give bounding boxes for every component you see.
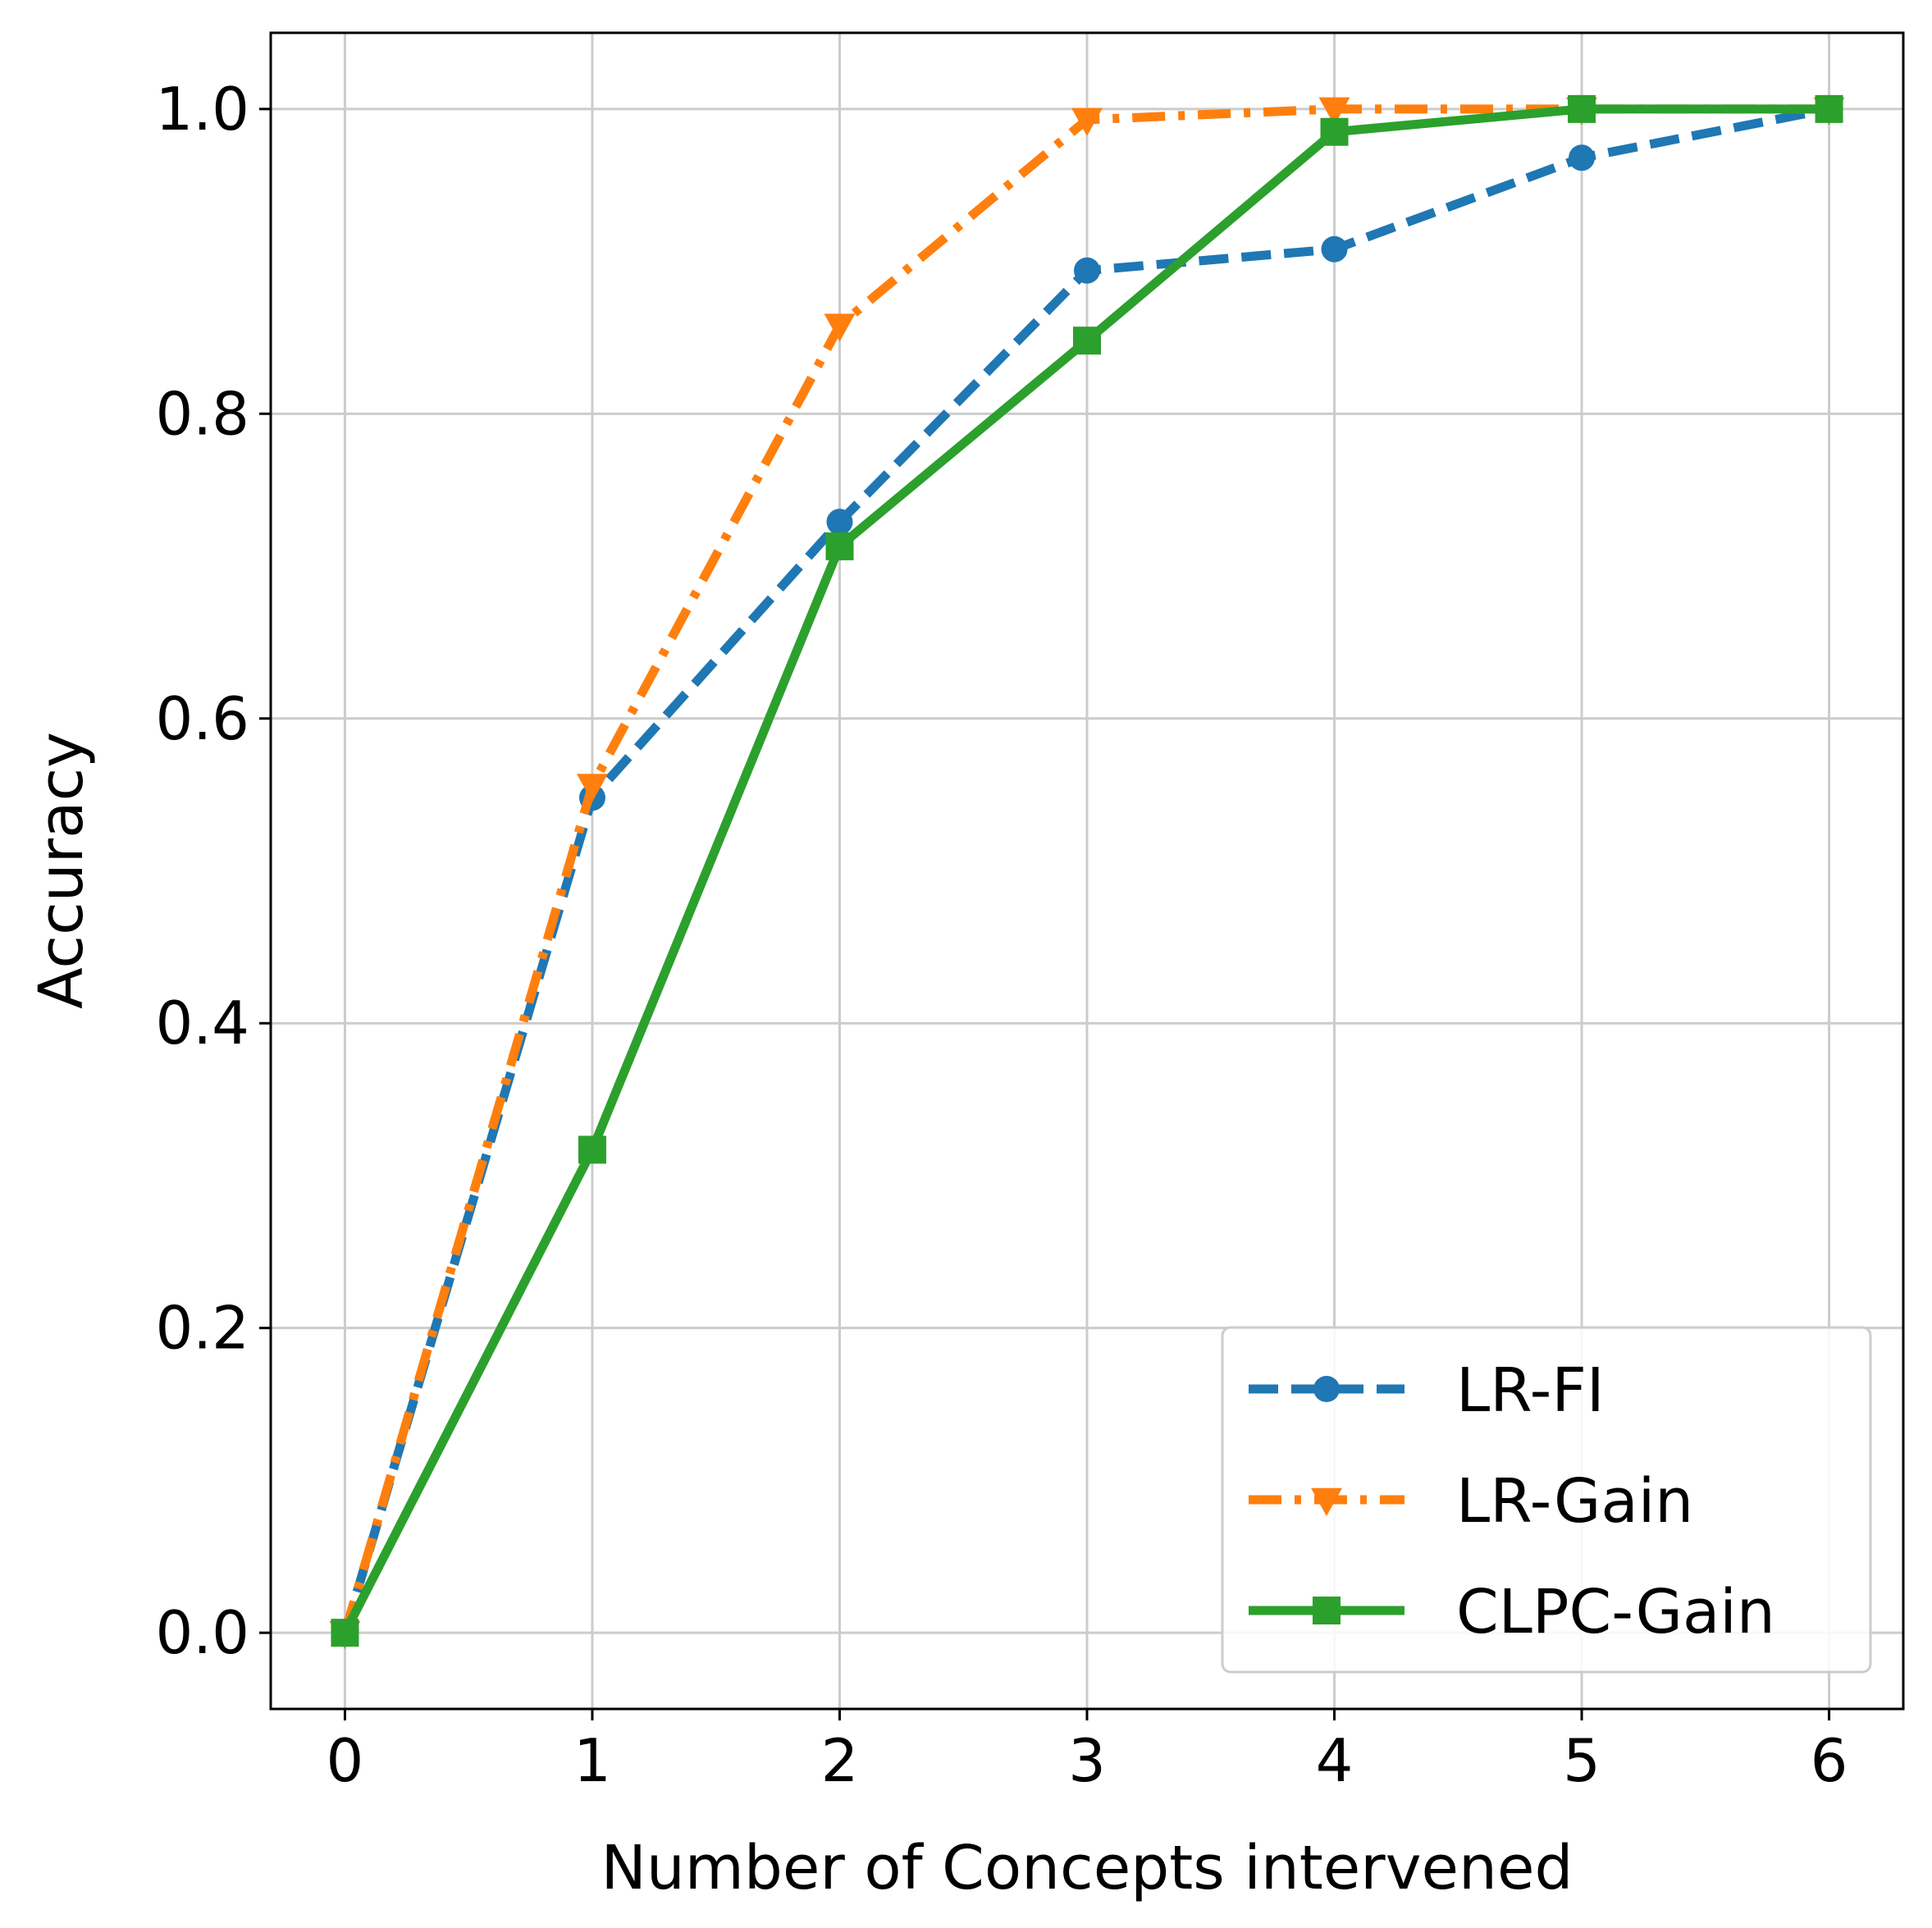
legend: LR-FI LR-Gain CLPC-Gain: [1221, 1326, 1872, 1674]
series-clpc-gain: [331, 94, 1843, 1647]
data-point: [1815, 94, 1843, 123]
y-axis-title: Accuracy: [26, 732, 97, 1009]
x-tick-label: 3: [1068, 1726, 1106, 1795]
legend-box: [1221, 1326, 1872, 1674]
x-tick-label: 1: [573, 1726, 611, 1795]
y-tick-label: 0.4: [155, 989, 249, 1058]
x-tick-label: 0: [327, 1726, 364, 1795]
x-tick-label: 2: [821, 1726, 859, 1795]
x-tick-label: 4: [1316, 1726, 1354, 1795]
data-point: [824, 313, 856, 342]
legend-label: LR-FI: [1456, 1355, 1605, 1426]
series-layer: [329, 94, 1845, 1650]
legend-label: LR-Gain: [1456, 1466, 1693, 1537]
x-tick-label: 5: [1563, 1726, 1601, 1795]
y-tick-label: 0.0: [155, 1598, 249, 1667]
data-point: [1318, 97, 1350, 126]
legend-label: CLPC-Gain: [1456, 1577, 1775, 1647]
legend-swatch-marker: [1311, 1487, 1342, 1516]
data-point: [1568, 94, 1596, 123]
x-axis-title: Number of Concepts intervened: [601, 1833, 1573, 1903]
legend-swatch-marker: [1313, 1597, 1341, 1624]
y-tick-label: 0.6: [155, 684, 249, 753]
axis-ticks: 0 1 2 3 4 5 6 0.0 0.2 0.4 0.6 0.8 1.0: [155, 75, 1848, 1795]
y-tick-label: 1.0: [155, 75, 249, 144]
data-point: [825, 532, 854, 560]
data-point: [1320, 117, 1349, 146]
grid: [271, 33, 1903, 1709]
y-tick-label: 0.2: [155, 1294, 249, 1363]
data-point: [1569, 144, 1596, 171]
data-point: [1071, 107, 1103, 136]
data-point: [331, 1619, 359, 1647]
data-point: [1073, 327, 1101, 355]
legend-item: LR-Gain: [1249, 1466, 1693, 1537]
data-point: [578, 1135, 606, 1164]
data-point: [826, 509, 853, 536]
y-tick-label: 0.8: [155, 379, 249, 448]
data-point: [576, 774, 608, 802]
data-point: [1074, 257, 1100, 284]
legend-swatch-marker: [1313, 1376, 1340, 1402]
data-point: [1321, 235, 1348, 263]
legend-item: CLPC-Gain: [1249, 1577, 1775, 1647]
legend-item: LR-FI: [1249, 1355, 1605, 1426]
x-tick-label: 6: [1811, 1726, 1848, 1795]
